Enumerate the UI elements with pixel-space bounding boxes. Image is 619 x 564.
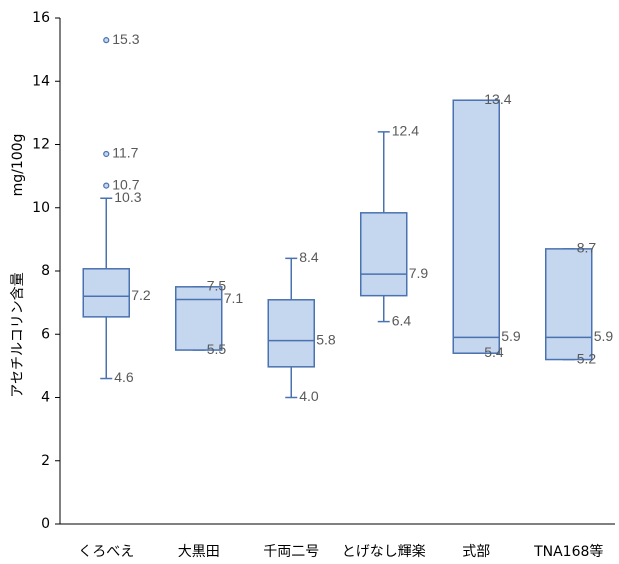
y-axis-label: アセチルコリン含量 bbox=[10, 272, 26, 397]
data-label: 10.3 bbox=[114, 189, 141, 205]
data-label: 4.0 bbox=[299, 388, 319, 404]
box bbox=[82, 268, 130, 318]
data-label: 12.4 bbox=[392, 123, 419, 139]
data-label: 7.1 bbox=[224, 290, 244, 306]
y-tick-label: 0 bbox=[41, 516, 50, 532]
y-tick-label: 14 bbox=[32, 73, 50, 89]
data-label: 5.9 bbox=[594, 328, 614, 344]
y-tick-label: 4 bbox=[41, 390, 50, 406]
data-label: 15.3 bbox=[112, 31, 139, 47]
data-label: 8.7 bbox=[577, 240, 597, 256]
data-label: 7.9 bbox=[409, 265, 429, 281]
data-label: 7.2 bbox=[131, 287, 151, 303]
x-tick-label: TNA168等 bbox=[533, 543, 603, 560]
data-label: 5.8 bbox=[316, 331, 336, 347]
box bbox=[360, 212, 408, 297]
data-label: 13.4 bbox=[484, 91, 511, 107]
y-tick-label: 6 bbox=[41, 326, 50, 342]
y-tick-label: 2 bbox=[41, 453, 50, 469]
x-tick-label: 大黒田 bbox=[178, 544, 220, 560]
data-label: 5.4 bbox=[484, 344, 504, 360]
box bbox=[175, 286, 223, 351]
data-label: 5.5 bbox=[207, 341, 227, 357]
x-tick-label: 千両二号 bbox=[263, 544, 319, 560]
data-label: 8.4 bbox=[299, 249, 319, 265]
x-tick-label: とげなし輝楽 bbox=[342, 544, 426, 560]
x-tick-label: 式部 bbox=[462, 544, 490, 560]
y-tick-label: 12 bbox=[32, 137, 50, 153]
box bbox=[545, 248, 593, 361]
data-label: 11.7 bbox=[112, 145, 138, 161]
data-label: 10.7 bbox=[112, 176, 139, 192]
outlier bbox=[103, 182, 110, 189]
outlier bbox=[103, 150, 110, 158]
data-label: 7.5 bbox=[207, 278, 227, 294]
x-tick-label: くろべえ bbox=[78, 544, 134, 560]
data-label: 4.6 bbox=[114, 369, 134, 385]
data-label: 5.9 bbox=[501, 328, 521, 344]
data-label: 6.4 bbox=[392, 312, 412, 328]
y-tick-label: 10 bbox=[32, 200, 50, 216]
y-tick-label: 16 bbox=[32, 10, 50, 26]
box bbox=[267, 299, 315, 368]
y-tick-label: 8 bbox=[41, 263, 50, 279]
data-label: 5.2 bbox=[577, 350, 597, 366]
y-axis-unit: mg/100g bbox=[10, 134, 26, 197]
outlier bbox=[103, 37, 110, 44]
box bbox=[452, 99, 500, 354]
